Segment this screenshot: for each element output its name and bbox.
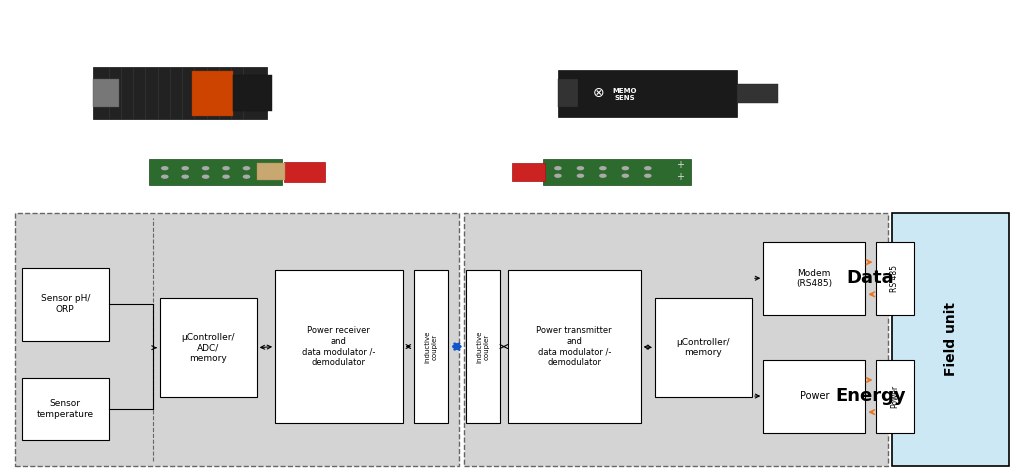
Circle shape [623, 174, 629, 177]
Circle shape [203, 167, 209, 170]
Circle shape [600, 174, 606, 177]
Bar [655, 298, 752, 397]
Text: Sensor pH/
ORP: Sensor pH/ ORP [41, 294, 90, 314]
Circle shape [645, 174, 651, 177]
Circle shape [555, 167, 561, 170]
Circle shape [162, 167, 168, 170]
Circle shape [244, 175, 250, 178]
Bar [876, 242, 914, 315]
Circle shape [578, 174, 584, 177]
Text: μController/
memory: μController/ memory [677, 338, 730, 357]
Circle shape [162, 175, 168, 178]
Text: MEMO: MEMO [612, 88, 637, 94]
Circle shape [600, 167, 606, 170]
Circle shape [578, 167, 584, 170]
Bar [543, 159, 691, 185]
Text: inductive
coupler: inductive coupler [424, 330, 437, 363]
Circle shape [645, 167, 651, 170]
Bar [876, 359, 914, 433]
Text: +: + [677, 172, 684, 182]
Text: Field unit: Field unit [943, 302, 957, 376]
Text: Power receiver
and
data modulator /-
demodulator: Power receiver and data modulator /- dem… [302, 327, 376, 367]
Circle shape [223, 167, 229, 170]
Bar [464, 213, 888, 465]
Text: RS 485: RS 485 [891, 265, 899, 292]
Bar [512, 163, 545, 182]
Circle shape [182, 167, 188, 170]
Text: inductive
coupler: inductive coupler [476, 330, 489, 363]
Circle shape [623, 167, 629, 170]
Bar [285, 162, 325, 182]
Bar [508, 270, 641, 423]
Text: +: + [677, 160, 684, 170]
Bar [93, 67, 267, 119]
Text: Data: Data [847, 269, 894, 287]
Circle shape [244, 167, 250, 170]
Bar [150, 159, 283, 185]
Bar [14, 213, 459, 465]
Bar [22, 378, 109, 439]
Text: Power: Power [800, 391, 829, 401]
Bar [466, 270, 500, 423]
Bar [763, 242, 865, 315]
Bar [275, 270, 402, 423]
Bar [22, 268, 109, 341]
Circle shape [555, 174, 561, 177]
Bar [736, 84, 777, 103]
Text: μController/
ADC/
memory: μController/ ADC/ memory [181, 333, 234, 363]
Text: Energy: Energy [836, 387, 906, 405]
Bar [558, 70, 736, 117]
Bar [93, 79, 119, 108]
Circle shape [223, 175, 229, 178]
Text: Modem
(RS485): Modem (RS485) [797, 269, 833, 288]
Text: Power transmitter
and
data modulator /-
demodulator: Power transmitter and data modulator /- … [537, 327, 612, 367]
Text: ⊗: ⊗ [593, 86, 604, 100]
Bar [233, 75, 272, 111]
Circle shape [203, 175, 209, 178]
Bar [193, 71, 233, 116]
Bar [257, 164, 286, 181]
Bar [160, 298, 257, 397]
Circle shape [182, 175, 188, 178]
Text: SENS: SENS [614, 95, 635, 101]
Bar [892, 213, 1010, 465]
Text: Power: Power [891, 384, 899, 408]
Text: Sensor
temperature: Sensor temperature [37, 399, 94, 419]
Bar [763, 359, 865, 433]
Bar [558, 79, 579, 108]
Bar [414, 270, 447, 423]
